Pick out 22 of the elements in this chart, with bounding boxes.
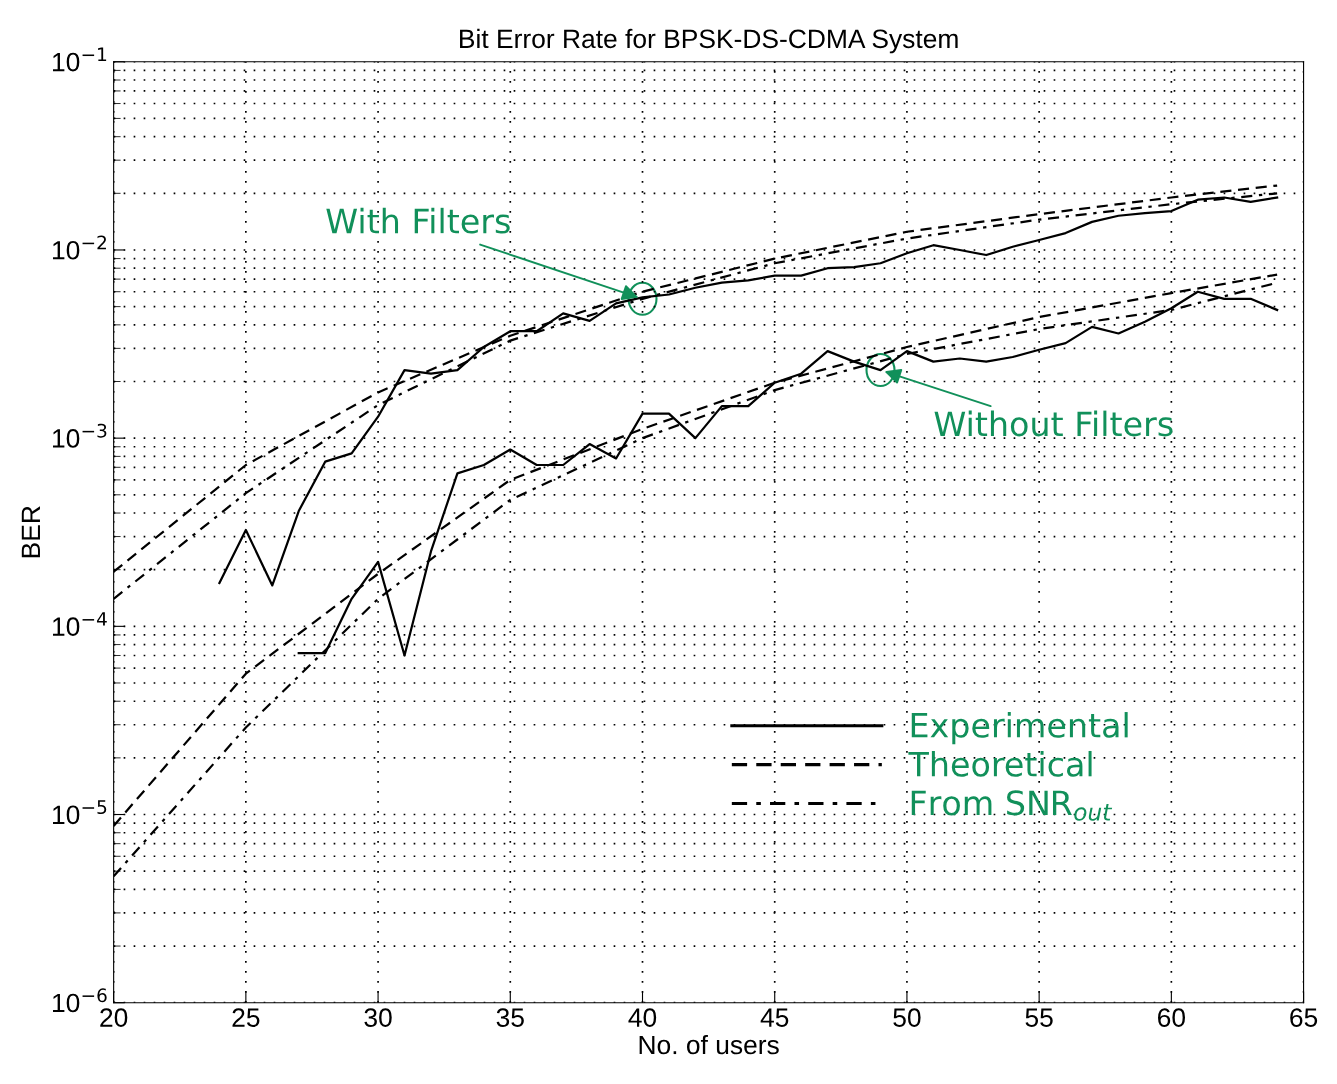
x-tick-label: 45	[760, 1008, 789, 1027]
x-tick-label: 65	[1290, 1008, 1318, 1027]
annotation: With Filters	[326, 207, 510, 234]
x-tick-label: 55	[1025, 1008, 1053, 1027]
chart-title: Bit Error Rate for BPSK-DS-CDMA System	[460, 28, 958, 54]
y-tick-label: 10$^{−4}$	[53, 612, 107, 636]
x-tick-label: 30	[364, 1008, 392, 1027]
x-tick-label: 50	[893, 1008, 921, 1027]
legend-label: Experimental	[911, 712, 1128, 745]
y-axis-title: BER	[21, 506, 40, 558]
x-tick-label: 25	[232, 1008, 260, 1027]
y-tick-label: 10$^{−3}$	[53, 423, 107, 448]
x-axis-title: No. of users	[639, 1034, 779, 1055]
annotation: Without Filters	[934, 410, 1173, 437]
legend-label: Theoretical	[908, 750, 1092, 777]
y-tick-label: 10$^{−5}$	[53, 800, 107, 825]
y-tick-label: 10$^{−2}$	[53, 235, 106, 260]
x-tick-label: 35	[496, 1008, 524, 1027]
y-tick-label: 10$^{−1}$	[53, 47, 107, 72]
legend-label: From SNR$_{out}$	[911, 790, 1113, 821]
x-tick-label: 40	[628, 1008, 657, 1027]
x-tick-label: 60	[1158, 1008, 1186, 1027]
